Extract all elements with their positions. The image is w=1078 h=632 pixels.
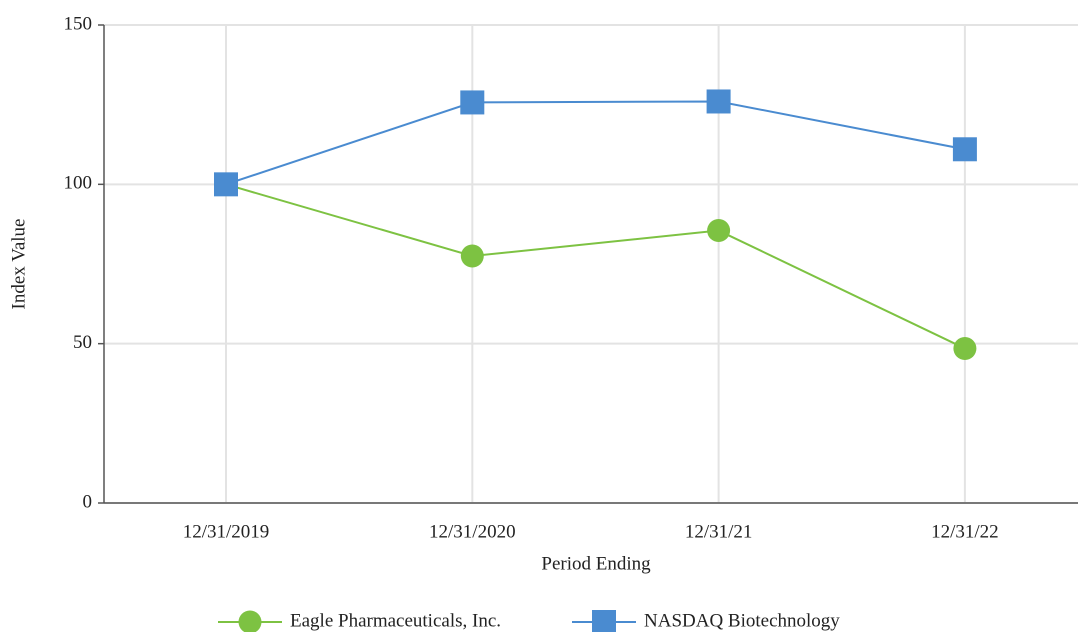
- series-line: [225, 183, 966, 350]
- x-tick-label: 12/31/2020: [429, 521, 516, 542]
- y-axis-label: Index Value: [8, 219, 29, 310]
- y-tick-label: 0: [83, 491, 93, 512]
- data-point: [952, 137, 977, 162]
- x-tick-label: 12/31/2019: [183, 521, 270, 542]
- x-axis-label: Period Ending: [541, 553, 651, 574]
- y-tick-label: 50: [73, 332, 92, 353]
- data-point: [460, 244, 484, 268]
- y-tick-label: 100: [64, 173, 93, 194]
- data-point: [707, 219, 731, 243]
- legend-label: NASDAQ Biotechnology: [644, 610, 840, 631]
- x-tick-label: 12/31/22: [931, 521, 999, 542]
- series-line: [225, 100, 966, 186]
- data-point: [706, 89, 731, 114]
- y-tick-label: 150: [64, 13, 93, 34]
- legend-marker: [238, 610, 262, 632]
- data-point: [953, 336, 977, 360]
- legend-label: Eagle Pharmaceuticals, Inc.: [290, 610, 501, 631]
- legend-marker: [592, 610, 616, 632]
- x-tick-label: 12/31/21: [685, 521, 753, 542]
- data-point: [214, 172, 238, 197]
- data-point: [460, 90, 485, 115]
